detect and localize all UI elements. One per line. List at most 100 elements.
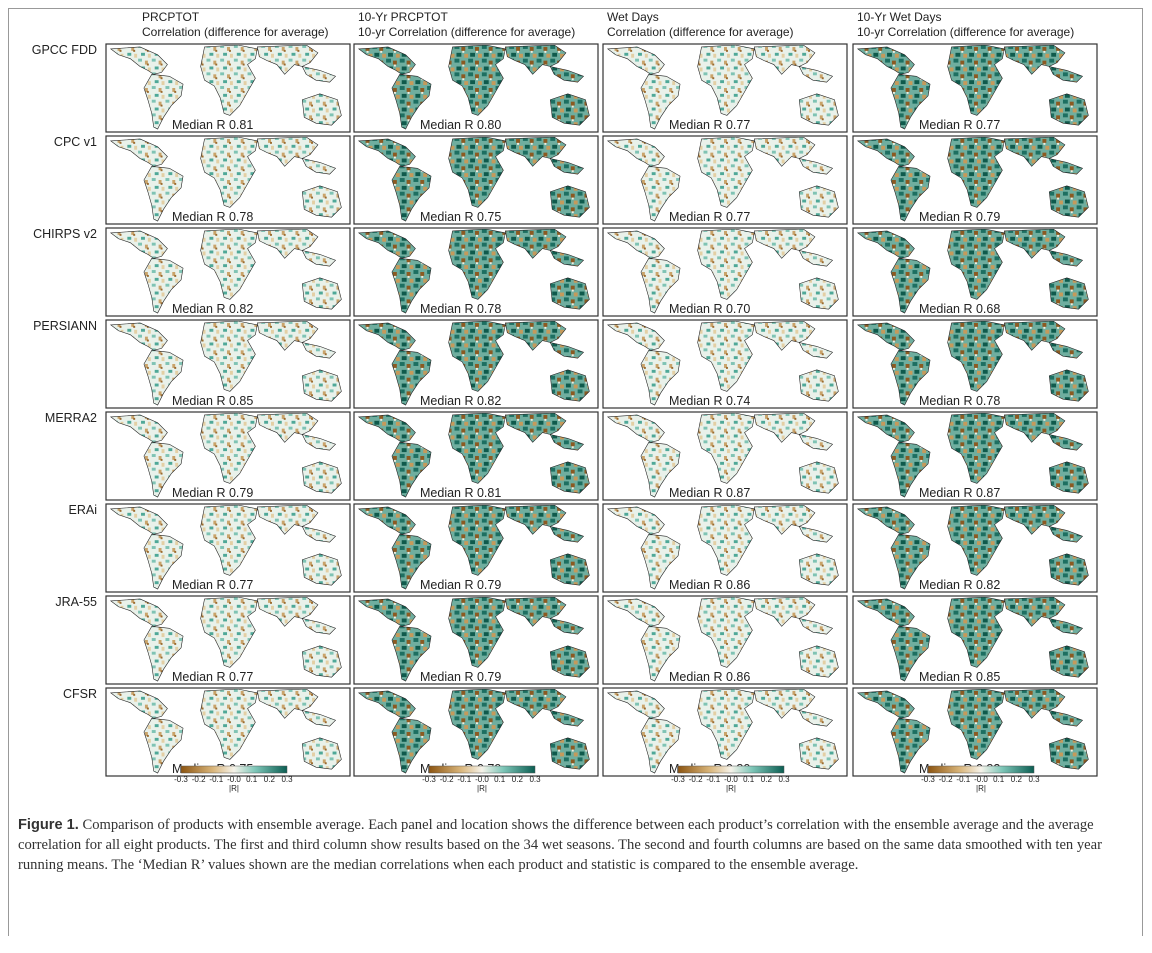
map-panel: Median R 0.82: [853, 504, 1097, 592]
column-title: Wet Days: [607, 10, 659, 24]
median-label: Median R 0.86: [669, 578, 750, 592]
map-panel: Median R 0.81: [354, 412, 598, 500]
median-label: Median R 0.77: [669, 118, 750, 132]
map-panel: Median R 0.77: [106, 596, 350, 684]
column-subtitle: 10-yr Correlation (difference for averag…: [857, 25, 1074, 39]
colorbar-tick-label: 0.1: [246, 775, 258, 784]
colorbar-tick-label: -0.1: [706, 775, 720, 784]
colorbar: [181, 766, 287, 773]
row-label: CHIRPS v2: [33, 227, 97, 241]
column-subtitle: Correlation (difference for average): [607, 25, 794, 39]
colorbar-tick-label: 0.3: [529, 775, 541, 784]
row-label: MERRA2: [45, 411, 97, 425]
colorbar-tick-label: -0.0: [724, 775, 738, 784]
row-label: ERAi: [69, 503, 97, 517]
median-label: Median R 0.87: [669, 486, 750, 500]
map-panel: Median R 0.87: [603, 412, 847, 500]
map-panel: Median R 0.85: [106, 320, 350, 408]
median-label: Median R 0.78: [420, 302, 501, 316]
row-label: PERSIANN: [33, 319, 97, 333]
median-label: Median R 0.77: [669, 210, 750, 224]
colorbar-tick-label: -0.0: [227, 775, 241, 784]
colorbar-tick-label: 0.1: [993, 775, 1005, 784]
caption-text: Comparison of products with ensemble ave…: [18, 817, 1102, 873]
median-label: Median R 0.81: [172, 118, 253, 132]
column-title: 10-Yr Wet Days: [857, 10, 941, 24]
map-panel: Median R 0.77: [603, 44, 847, 132]
page: PRCPTOTCorrelation (difference for avera…: [0, 0, 1152, 953]
colorbar: [429, 766, 535, 773]
colorbar-tick-label: -0.2: [440, 775, 454, 784]
median-label: Median R 0.80: [420, 118, 501, 132]
map-panel: Median R 0.82: [106, 228, 350, 316]
colorbar-label: |R|: [477, 784, 487, 793]
colorbar-tick-label: -0.3: [921, 775, 935, 784]
colorbar-tick-label: 0.1: [743, 775, 755, 784]
colorbar-tick-label: 0.2: [512, 775, 524, 784]
map-panel: Median R 0.74: [603, 320, 847, 408]
median-label: Median R 0.77: [919, 118, 1000, 132]
median-label: Median R 0.85: [919, 670, 1000, 684]
map-panel: Median R 0.79: [106, 412, 350, 500]
colorbar-tick-label: -0.3: [174, 775, 188, 784]
map-panel: Median R 0.85: [853, 596, 1097, 684]
colorbar-tick-label: 0.3: [778, 775, 790, 784]
map-panel: Median R 0.80: [354, 44, 598, 132]
column-subtitle: Correlation (difference for average): [142, 25, 329, 39]
map-panel: Median R 0.81: [106, 44, 350, 132]
map-panel: Median R 0.82: [853, 688, 1097, 776]
median-label: Median R 0.75: [420, 210, 501, 224]
colorbar-tick-label: -0.2: [689, 775, 703, 784]
map-panel: Median R 0.77: [853, 44, 1097, 132]
colorbar-tick-label: -0.2: [192, 775, 206, 784]
colorbar-label: |R|: [229, 784, 239, 793]
colorbar-tick-label: 0.3: [281, 775, 293, 784]
median-label: Median R 0.79: [420, 670, 501, 684]
map-panel: Median R 0.82: [354, 320, 598, 408]
median-label: Median R 0.79: [172, 486, 253, 500]
colorbar-tick-label: 0.2: [761, 775, 773, 784]
colorbar-tick-label: 0.2: [264, 775, 276, 784]
colorbar: [928, 766, 1034, 773]
median-label: Median R 0.77: [172, 578, 253, 592]
colorbar-tick-label: -0.2: [939, 775, 953, 784]
median-label: Median R 0.78: [172, 210, 253, 224]
median-label: Median R 0.86: [669, 670, 750, 684]
map-panel: Median R 0.86: [603, 596, 847, 684]
colorbar-tick-label: 0.2: [1011, 775, 1023, 784]
row-label: CPC v1: [54, 135, 97, 149]
median-label: Median R 0.82: [919, 578, 1000, 592]
colorbar-tick-label: 0.3: [1028, 775, 1040, 784]
caption-label: Figure 1.: [18, 817, 79, 833]
colorbar-tick-label: -0.3: [422, 775, 436, 784]
median-label: Median R 0.78: [919, 394, 1000, 408]
map-panel: Median R 0.78: [853, 320, 1097, 408]
figure-caption: Figure 1. Comparison of products with en…: [18, 815, 1130, 875]
map-panel: Median R 0.78: [354, 228, 598, 316]
median-label: Median R 0.68: [919, 302, 1000, 316]
map-panel: Median R 0.77: [106, 504, 350, 592]
colorbar-tick-label: -0.0: [974, 775, 988, 784]
median-label: Median R 0.77: [172, 670, 253, 684]
figure: PRCPTOTCorrelation (difference for avera…: [0, 0, 1152, 805]
colorbar-label: |R|: [726, 784, 736, 793]
map-panel: Median R 0.79: [354, 504, 598, 592]
median-label: Median R 0.70: [669, 302, 750, 316]
median-label: Median R 0.85: [172, 394, 253, 408]
median-label: Median R 0.82: [420, 394, 501, 408]
colorbar-tick-label: -0.1: [209, 775, 223, 784]
median-label: Median R 0.87: [919, 486, 1000, 500]
map-panel: Median R 0.87: [853, 412, 1097, 500]
median-label: Median R 0.74: [669, 394, 750, 408]
map-panel: Median R 0.68: [853, 228, 1097, 316]
colorbar-tick-label: 0.1: [494, 775, 506, 784]
column-subtitle: 10-yr Correlation (difference for averag…: [358, 25, 575, 39]
map-panel: Median R 0.75: [106, 688, 350, 776]
median-label: Median R 0.79: [420, 578, 501, 592]
row-label: GPCC FDD: [32, 43, 97, 57]
median-label: Median R 0.79: [919, 210, 1000, 224]
map-panel: Median R 0.79: [853, 136, 1097, 224]
map-panel: Median R 0.79: [354, 596, 598, 684]
map-panel: Median R 0.75: [354, 136, 598, 224]
column-title: 10-Yr PRCPTOT: [358, 10, 448, 24]
